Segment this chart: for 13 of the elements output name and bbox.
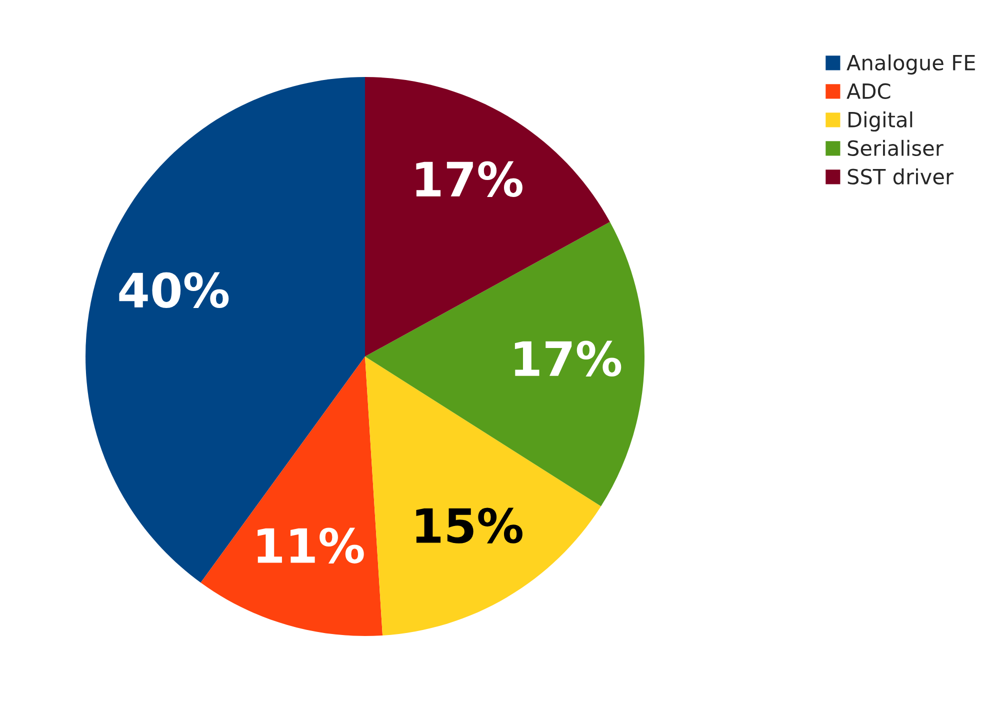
data-label: 15% [416, 508, 522, 544]
legend-label: Serialiser [848, 140, 944, 156]
legend-label: SST driver [848, 168, 954, 185]
data-label: 40% [119, 272, 229, 308]
data-label: 11% [258, 528, 364, 564]
data-label: 17% [514, 340, 622, 377]
legend-label: Analogue FE [846, 54, 975, 75]
pie-slice [86, 77, 365, 583]
pie-slice [365, 222, 644, 506]
legend-label: ADC [846, 83, 890, 100]
pie-slice [200, 356, 383, 636]
legend-label: Digital [848, 111, 912, 132]
data-label: 17% [416, 161, 522, 197]
